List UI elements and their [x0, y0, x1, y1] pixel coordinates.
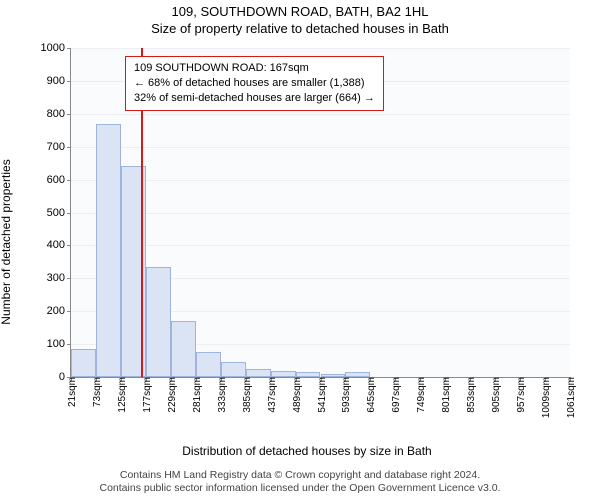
- gridline: [71, 213, 570, 214]
- y-tick-label: 600: [47, 174, 71, 186]
- callout-box: 109 SOUTHDOWN ROAD: 167sqm ← 68% of deta…: [125, 56, 384, 111]
- histogram-bar: [96, 124, 121, 377]
- x-tick-label: 853sqm: [466, 377, 477, 413]
- gridline: [71, 48, 570, 49]
- x-tick-label: 905sqm: [491, 377, 502, 413]
- histogram-bar: [71, 349, 96, 377]
- callout-line2: ← 68% of detached houses are smaller (1,…: [134, 76, 375, 91]
- histogram-bar: [171, 321, 196, 377]
- x-tick-label: 1061sqm: [566, 377, 577, 418]
- x-tick-label: 437sqm: [267, 377, 278, 413]
- x-tick-label: 697sqm: [391, 377, 402, 413]
- address-title: 109, SOUTHDOWN ROAD, BATH, BA2 1HL: [0, 4, 600, 19]
- x-tick-label: 177sqm: [142, 377, 153, 413]
- x-tick-label: 957sqm: [516, 377, 527, 413]
- y-tick-label: 100: [47, 338, 71, 350]
- x-tick-label: 489sqm: [292, 377, 303, 413]
- callout-line3: 32% of semi-detached houses are larger (…: [134, 91, 375, 106]
- y-tick-label: 800: [47, 108, 71, 120]
- x-tick-label: 749sqm: [416, 377, 427, 413]
- title-block: 109, SOUTHDOWN ROAD, BATH, BA2 1HL Size …: [0, 0, 600, 36]
- x-tick-label: 333sqm: [217, 377, 228, 413]
- x-tick-label: 21sqm: [67, 377, 78, 407]
- footer-line1: Contains HM Land Registry data © Crown c…: [0, 469, 600, 483]
- x-tick-label: 541sqm: [317, 377, 328, 413]
- histogram-bar: [345, 372, 370, 377]
- x-tick-label: 801sqm: [441, 377, 452, 413]
- footer-attribution: Contains HM Land Registry data © Crown c…: [0, 469, 600, 496]
- x-tick-label: 385sqm: [242, 377, 253, 413]
- gridline: [71, 180, 570, 181]
- x-tick-label: 281sqm: [192, 377, 203, 413]
- x-tick-label: 229sqm: [167, 377, 178, 413]
- plot-area: 0100200300400500600700800900100021sqm73s…: [70, 48, 570, 378]
- y-tick-label: 400: [47, 239, 71, 251]
- histogram-bar: [196, 352, 221, 377]
- histogram-bar: [221, 362, 246, 377]
- y-tick-label: 900: [47, 75, 71, 87]
- histogram-bar: [271, 371, 296, 377]
- x-tick-label: 645sqm: [366, 377, 377, 413]
- y-tick-label: 500: [47, 207, 71, 219]
- subtitle: Size of property relative to detached ho…: [0, 21, 600, 36]
- chart-container: Number of detached properties 0100200300…: [34, 44, 580, 440]
- y-tick-label: 700: [47, 141, 71, 153]
- y-tick-label: 1000: [41, 42, 71, 54]
- histogram-bar: [146, 267, 171, 377]
- x-tick-label: 73sqm: [92, 377, 103, 407]
- x-tick-label: 593sqm: [341, 377, 352, 413]
- gridline: [71, 147, 570, 148]
- histogram-bar: [321, 374, 346, 377]
- x-tick-label: 125sqm: [117, 377, 128, 413]
- callout-line1: 109 SOUTHDOWN ROAD: 167sqm: [134, 61, 375, 76]
- x-tick-label: 1009sqm: [541, 377, 552, 418]
- y-tick-label: 300: [47, 272, 71, 284]
- histogram-bar: [246, 369, 271, 377]
- y-tick-label: 200: [47, 305, 71, 317]
- y-axis-label: Number of detached properties: [0, 159, 13, 324]
- x-axis-label: Distribution of detached houses by size …: [34, 444, 580, 458]
- histogram-bar: [296, 372, 321, 377]
- gridline: [71, 245, 570, 246]
- gridline: [71, 114, 570, 115]
- footer-line2: Contains public sector information licen…: [0, 482, 600, 496]
